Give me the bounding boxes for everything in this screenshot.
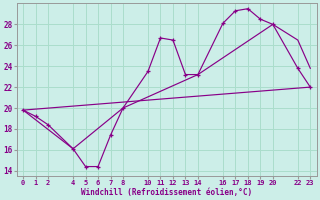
X-axis label: Windchill (Refroidissement éolien,°C): Windchill (Refroidissement éolien,°C) xyxy=(81,188,252,197)
